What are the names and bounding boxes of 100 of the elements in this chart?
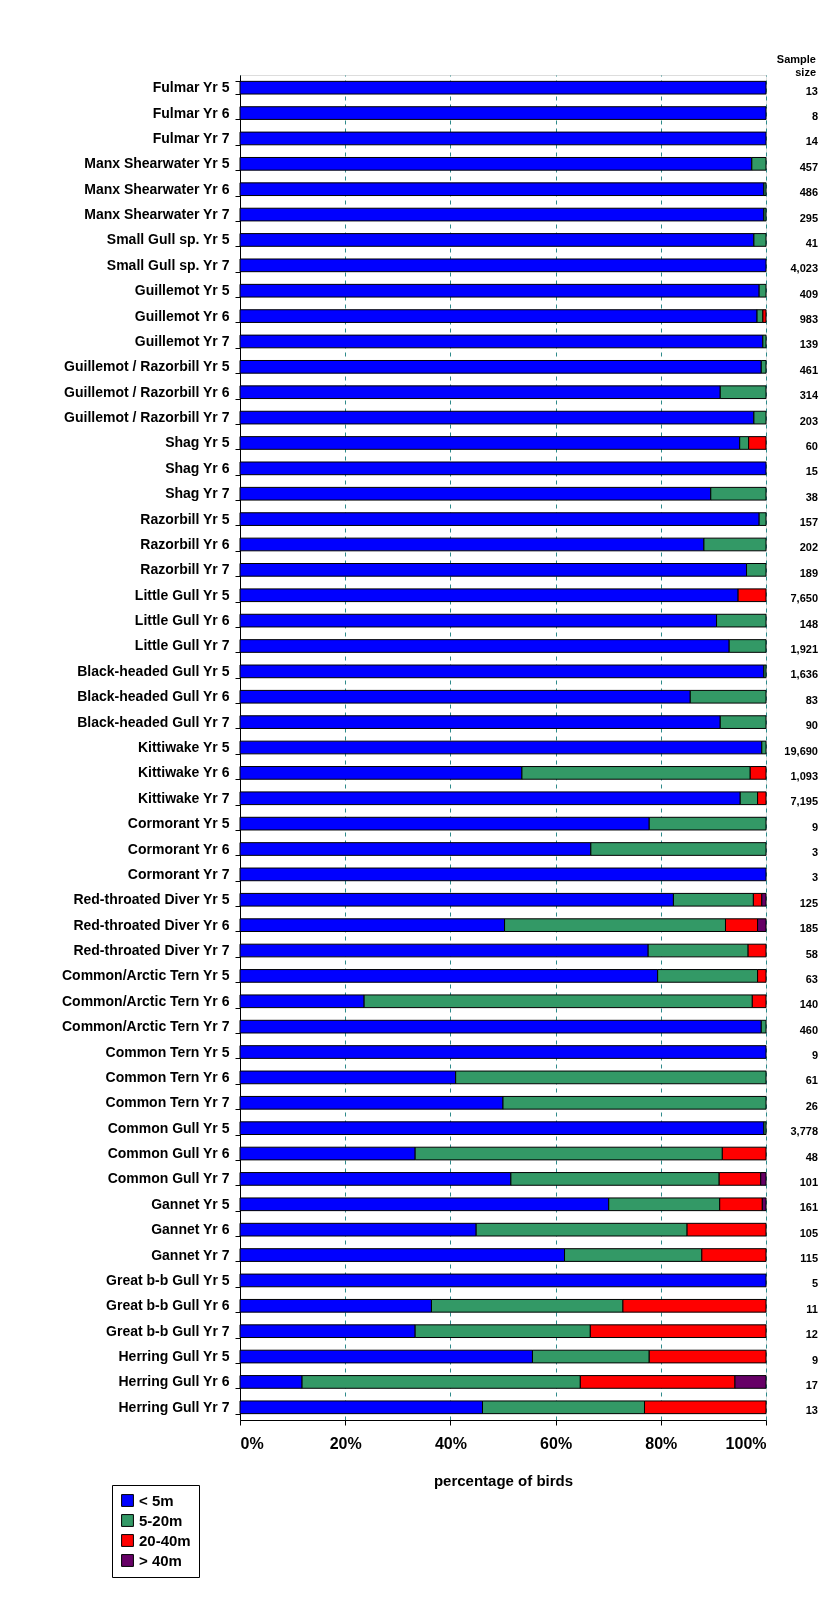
y-tick-label: Kittiwake Yr 5 — [137, 739, 230, 755]
y-tick-label: Manx Shearwater Yr 6 — [84, 180, 230, 197]
text: 48 — [805, 1150, 818, 1163]
y-tick-label: Manx Shearwater Yr 5 — [84, 155, 230, 172]
text: 486 — [799, 186, 818, 199]
y-tick-label: Small Gull sp. Yr 5 — [106, 231, 230, 248]
y-tick-label: Common/Arctic Tern Yr 6 — [61, 992, 230, 1009]
text: 19,690 — [784, 744, 818, 757]
y-tick-label: Gannet Yr 5 — [151, 1195, 230, 1212]
y-tick-label: Razorbill Yr 6 — [140, 535, 230, 552]
text: 13 — [805, 1404, 818, 1417]
y-tick-label: Cormorant Yr 6 — [127, 840, 230, 857]
text: 3 — [811, 871, 818, 884]
y-tick-label: Gannet Yr 6 — [151, 1221, 230, 1238]
y-tick-label: Common Tern Yr 5 — [105, 1043, 230, 1060]
text: 157 — [799, 516, 818, 529]
text: 9 — [811, 1353, 818, 1366]
y-tick-label: Herring Gull Yr 5 — [118, 1348, 230, 1365]
y-tick-label: Cormorant Yr 5 — [127, 815, 230, 832]
text: 8 — [811, 110, 818, 123]
y-tick-label: Common/Arctic Tern Yr 7 — [61, 1018, 230, 1035]
y-tick-label: Black-headed Gull Yr 6 — [77, 688, 230, 705]
y-tick-label: Great b-b Gull Yr 6 — [106, 1297, 230, 1314]
x-tick-label: 100% — [725, 1434, 767, 1452]
y-tick-label: Guillemot Yr 5 — [134, 282, 230, 299]
text: 139 — [799, 338, 818, 351]
y-tick-label: Herring Gull Yr 7 — [118, 1398, 230, 1415]
text: 105 — [799, 1226, 818, 1239]
y-tick-label: Red-throated Diver Yr 7 — [73, 942, 230, 959]
y-tick-label: Guillemot Yr 6 — [134, 307, 230, 324]
y-tick-label: Herring Gull Yr 6 — [118, 1373, 230, 1390]
y-tick-label: Shag Yr 5 — [165, 434, 230, 451]
legend-label: 5-20m — [139, 1511, 183, 1529]
y-tick-label: Little Gull Yr 7 — [134, 637, 230, 654]
text: 1,636 — [790, 668, 818, 681]
y-tick-label: Razorbill Yr 5 — [140, 510, 230, 527]
y-tick-label: Black-headed Gull Yr 7 — [77, 713, 230, 730]
text: 9 — [811, 1049, 818, 1062]
y-tick-label: Fulmar Yr 5 — [152, 79, 230, 96]
y-tick-label: Common/Arctic Tern Yr 5 — [61, 967, 230, 984]
y-tick-label: Little Gull Yr 5 — [134, 586, 230, 603]
y-tick-label: Red-throated Diver Yr 6 — [73, 916, 230, 933]
text: 457 — [799, 160, 818, 173]
x-tick-label: 80% — [645, 1434, 678, 1452]
text: 125 — [799, 896, 818, 909]
legend-label: 20-40m — [139, 1531, 191, 1549]
text: 38 — [805, 490, 818, 503]
text: Sample size — [776, 53, 816, 78]
text: 15 — [805, 465, 818, 478]
text: 461 — [799, 363, 818, 376]
text: 13 — [805, 84, 818, 97]
text: 11 — [806, 1302, 818, 1315]
text: 203 — [799, 414, 818, 427]
y-tick-label: Black-headed Gull Yr 5 — [77, 662, 230, 679]
text: 3,778 — [790, 1125, 818, 1138]
x-tick-label: 60% — [540, 1434, 573, 1452]
text: 9 — [811, 820, 818, 833]
y-tick-label: Fulmar Yr 6 — [152, 104, 230, 121]
text: 26 — [805, 1099, 818, 1112]
y-tick-label: Red-throated Diver Yr 5 — [73, 891, 230, 908]
text: 83 — [805, 693, 818, 706]
y-tick-label: Common Tern Yr 7 — [105, 1094, 230, 1111]
y-tick-label: Kittiwake Yr 7 — [137, 789, 230, 806]
text: 14 — [805, 135, 819, 148]
y-tick-label: Kittiwake Yr 6 — [137, 764, 230, 781]
x-tick-label: 20% — [329, 1434, 362, 1452]
y-tick-label: Common Gull Yr 5 — [107, 1119, 230, 1136]
text: 5 — [811, 1277, 818, 1290]
legend-label: < 5m — [139, 1491, 174, 1509]
text: 1,093 — [790, 769, 818, 782]
text: 409 — [799, 287, 818, 300]
text: 460 — [799, 1023, 818, 1036]
x-tick-label: 0% — [240, 1434, 264, 1452]
x-axis-title: percentage of birds — [433, 1471, 574, 1489]
text: 115 — [800, 1252, 818, 1265]
y-tick-label: Guillemot / Razorbill Yr 6 — [64, 383, 230, 400]
text: 101 — [799, 1175, 818, 1188]
y-tick-label: Fulmar Yr 7 — [152, 129, 230, 146]
text: 61 — [805, 1074, 818, 1087]
y-tick-label: Little Gull Yr 6 — [134, 612, 230, 629]
y-tick-label: Razorbill Yr 7 — [140, 561, 230, 578]
text: 60 — [805, 439, 818, 452]
y-tick-label: Common Tern Yr 6 — [105, 1068, 230, 1085]
y-tick-label: Guillemot / Razorbill Yr 7 — [64, 409, 230, 426]
text: 189 — [799, 566, 818, 579]
y-tick-label: Small Gull sp. Yr 7 — [106, 256, 230, 273]
text: 161 — [799, 1201, 818, 1214]
text: 17 — [805, 1378, 818, 1391]
text: 63 — [805, 972, 818, 985]
y-tick-label: Guillemot / Razorbill Yr 5 — [64, 358, 230, 375]
text: 58 — [805, 947, 818, 960]
text: 90 — [805, 719, 818, 732]
y-tick-label: Guillemot Yr 7 — [134, 332, 230, 349]
y-tick-label: Common Gull Yr 7 — [107, 1170, 230, 1187]
text: 7,195 — [790, 795, 818, 808]
text: 12 — [805, 1328, 818, 1341]
y-tick-label: Gannet Yr 7 — [151, 1246, 230, 1263]
y-tick-label: Manx Shearwater Yr 7 — [84, 206, 230, 223]
text: 185 — [799, 922, 818, 935]
text: 314 — [799, 389, 819, 402]
